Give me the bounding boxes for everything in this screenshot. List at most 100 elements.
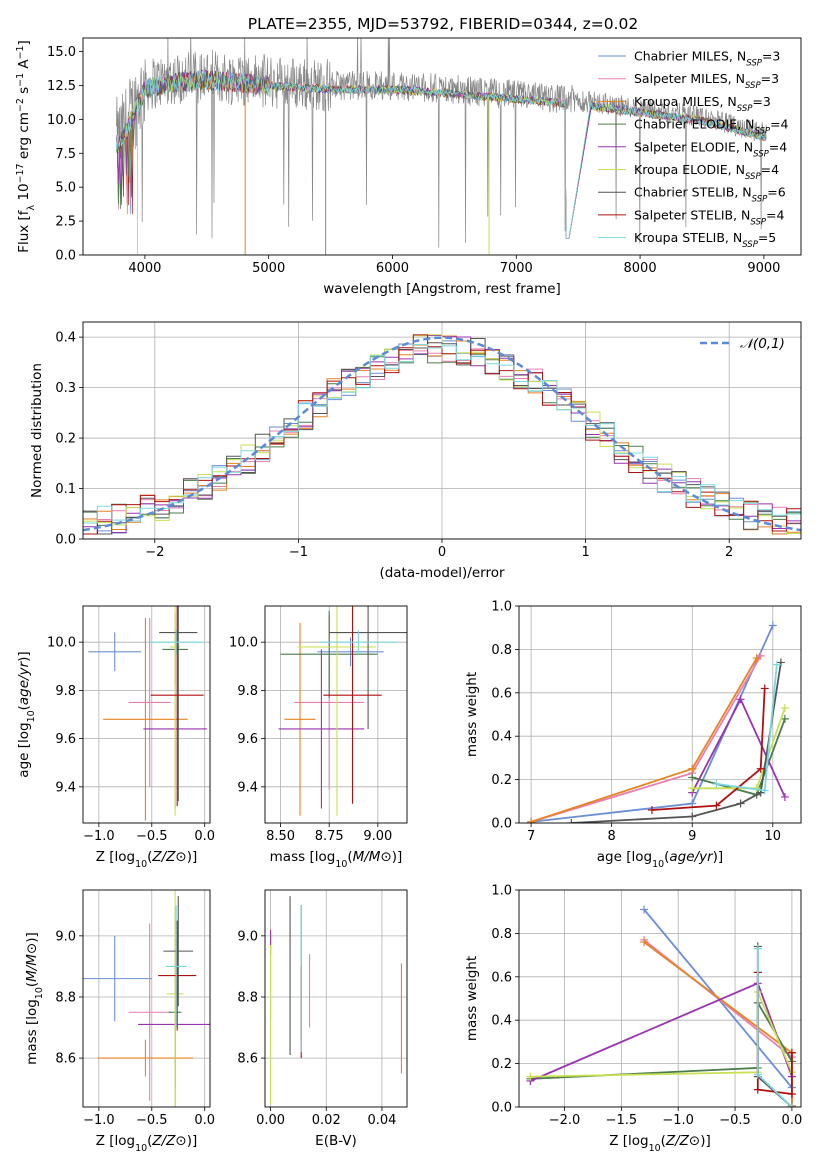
plot-area [83,334,801,535]
y-tick-label: 9.8 [237,684,258,699]
weight-line-2 [530,657,758,823]
y-tick-label: 10.0 [47,636,76,651]
weight-marker [647,805,656,814]
y-tick-label: 8.8 [55,990,76,1005]
label-part: log [24,999,40,1020]
weight-marker [712,779,721,788]
label-part: age [ [16,743,32,778]
axes-frame [518,889,802,1108]
axes-frame [264,605,408,824]
label-part: Normed distribution [29,363,45,498]
histogram-series-1 [83,348,801,535]
panel-7: −2.0 −1.5 −1.0 −0.5 0.0 0.0 0.2 0.4 0.6 0.8 1.0 Z [… [464,884,802,1154]
x-axis-label: wavelength [Angstrom, rest frame] [323,281,561,297]
y-tick-label: 2.5 [55,215,76,230]
label-part: ] [718,849,723,865]
label-part: wavelength [Angstrom, rest frame] [323,281,561,297]
weight-marker [712,801,721,810]
x-tick-label: −1.0 [662,1113,694,1128]
grid [83,890,210,1107]
histogram-series-5 [83,334,801,534]
x-axis-label: age [log10(age/yr)] [597,849,723,870]
label-part: mass weight [464,956,480,1041]
y-tick-label: 10.0 [47,113,76,128]
legend-label: Chabrier MILES, NSSP=3 [634,49,780,69]
weight-marker [567,819,576,823]
label-part: ] [24,932,40,937]
weight-marker [776,658,785,667]
x-tick-label: 0.0 [194,1113,215,1128]
panel-1: −2 −1 0 1 2 0.0 0.1 0.2 0.3 0.4 𝒩(0,1) (data-model)… [29,321,802,581]
label-part: E(B-V) [315,1133,357,1149]
label-part: Z [ [96,849,115,865]
error-point-3 [280,610,378,698]
x-axis-label: Z [log10(Z/Z⊙)] [96,1133,198,1154]
plot-area [88,606,207,821]
label-part: Z/Z⊙ [665,1133,700,1149]
label-part: mass weight [464,672,480,757]
x-tick-label: −1.0 [83,829,115,844]
y-axis-label: age [log10(age/yr)] [16,651,37,777]
x-tick-label: 9 [688,829,696,844]
label-part: ( [147,1133,152,1149]
legend-label: Kroupa ELODIE, NSSP=4 [634,162,779,182]
error-point-7 [150,606,204,807]
y-axis-label: mass weight [464,956,480,1041]
weight-line-6 [756,946,793,1107]
x-tick-label: 7000 [500,261,533,276]
label-part: ] [192,1133,197,1149]
label-part: (data-model)/error [379,565,505,581]
label-part: ( [16,705,32,710]
weight-marker [787,1089,796,1098]
label-part: 10 [34,987,45,999]
weight-marker [753,1070,762,1079]
y-tick-label: 0.0 [55,533,76,548]
label-part: 10 [26,710,37,722]
x-tick-label: 10 [765,829,782,844]
normal-curve [83,336,801,532]
x-tick-label: 6000 [376,261,409,276]
label-part: Z [ [609,1133,628,1149]
x-tick-label: 2 [725,545,733,560]
y-tick-label: 0.1 [55,482,76,497]
error-point-2 [97,1039,194,1077]
y-tick-label: 0.2 [491,1057,512,1072]
weight-marker [772,660,781,669]
legend-label: Salpeter ELODIE, NSSP=4 [634,139,787,159]
x-tick-label: 8.75 [315,829,344,844]
axes-frame [82,321,802,540]
x-tick-label: −1.5 [606,1113,638,1128]
y-axis-label: Flux [fλ 10−17 erg cm−2 s−1 A−1] [15,40,37,253]
panel-6: 0.00 0.02 0.04 8.6 8.8 9.0 E(B-V) [237,889,408,1149]
x-tick-label: −0.5 [136,1113,168,1128]
plot-area [278,606,407,816]
error-point-8 [165,905,187,1028]
error-point-6 [159,606,198,802]
y-tick-label: 9.4 [55,780,76,795]
x-axis-label: (data-model)/error [379,565,505,581]
label-part: ] [16,40,32,45]
grid [265,606,407,823]
x-tick-label: 1 [581,545,589,560]
legend-label: Chabrier ELODIE, NSSP=4 [634,117,789,137]
error-point-7 [323,606,382,804]
y-tick-label: 0.6 [491,970,512,985]
label-part: λ [26,204,37,210]
weight-marker [780,792,789,801]
label-part: 10 [649,1143,661,1154]
error-point-7 [158,920,197,1031]
label-part: ( [664,849,669,865]
x-tick-label: 5000 [252,261,285,276]
y-tick-label: 7.5 [55,147,76,162]
label-part: ) [392,849,397,865]
x-tick-label: −1 [289,545,308,560]
x-axis-label: Z [log10(Z/Z⊙)] [609,1133,711,1154]
weight-marker [688,764,697,773]
label-part: log [632,849,653,865]
weight-marker [640,905,649,914]
label-part: ) [187,849,192,865]
x-tick-label: −2 [145,545,164,560]
label-part: ) [700,1133,705,1149]
